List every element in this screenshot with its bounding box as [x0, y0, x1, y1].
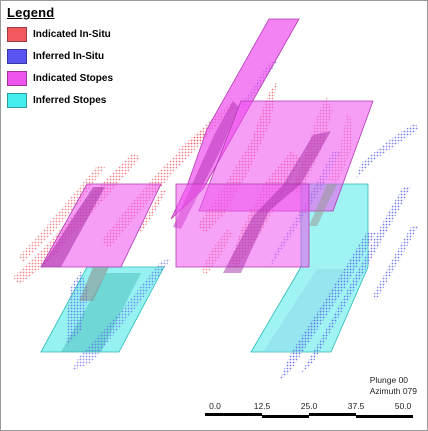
inferred-in-situ-body [66, 271, 89, 346]
swatch-inferred-stopes [7, 92, 27, 108]
indicated-stope-right-grey [309, 184, 337, 226]
scale-bar-segment [309, 413, 356, 416]
indicated-stope-left-band [41, 187, 105, 267]
legend-item-indicated-in-situ: Indicated In-Situ [7, 23, 147, 45]
legend-item-indicated-stopes: Indicated Stopes [7, 67, 147, 89]
inferred-stope-left-inner [61, 273, 141, 352]
legend-item-inferred-stopes: Inferred Stopes [7, 89, 147, 111]
legend: Legend Indicated In-Situ Inferred In-Sit… [7, 5, 147, 111]
scale-tick-label: 50.0 [394, 401, 412, 411]
legend-item-inferred-in-situ: Inferred In-Situ [7, 45, 147, 67]
scale-bar-segment [205, 413, 262, 416]
inferred-stope-right-band [263, 269, 346, 352]
scale-tick-label: 25.0 [300, 401, 318, 411]
inferred-in-situ-body [356, 123, 419, 179]
view-orientation: Plunge 00 Azimuth 079 [370, 375, 417, 397]
inferred-in-situ-body [279, 233, 376, 381]
legend-title: Legend [7, 5, 55, 20]
legend-label: Inferred Stopes [33, 94, 107, 106]
indicated-stope-left-grey [79, 267, 109, 301]
legend-label: Inferred In-Situ [33, 50, 105, 62]
indicated-stopes [40, 18, 374, 301]
azimuth-label: Azimuth 079 [369, 386, 417, 396]
scale-tick-label: 12.5 [253, 401, 271, 411]
inferred-in-situ-body [373, 225, 419, 301]
swatch-indicated-in-situ [7, 26, 27, 42]
indicated-in-situ-body [139, 189, 167, 233]
scale-bar: 0.0 12.5 25.0 37.5 50.0 [205, 401, 415, 423]
swatch-indicated-stopes [7, 70, 27, 86]
scale-bar-segment [262, 415, 309, 418]
swatch-inferred-in-situ [7, 48, 27, 64]
legend-label: Indicated Stopes [33, 72, 114, 84]
scale-tick-label: 0.0 [209, 401, 221, 411]
scale-bar-segment [356, 415, 413, 418]
indicated-stope-center-wedge [223, 131, 331, 273]
inferred-in-situ-body [301, 186, 411, 373]
scale-tick-label: 37.5 [347, 401, 365, 411]
legend-label: Indicated In-Situ [33, 28, 111, 40]
inferred-in-situ-body [71, 259, 171, 371]
plunge-label: Plunge 00 [369, 375, 409, 385]
